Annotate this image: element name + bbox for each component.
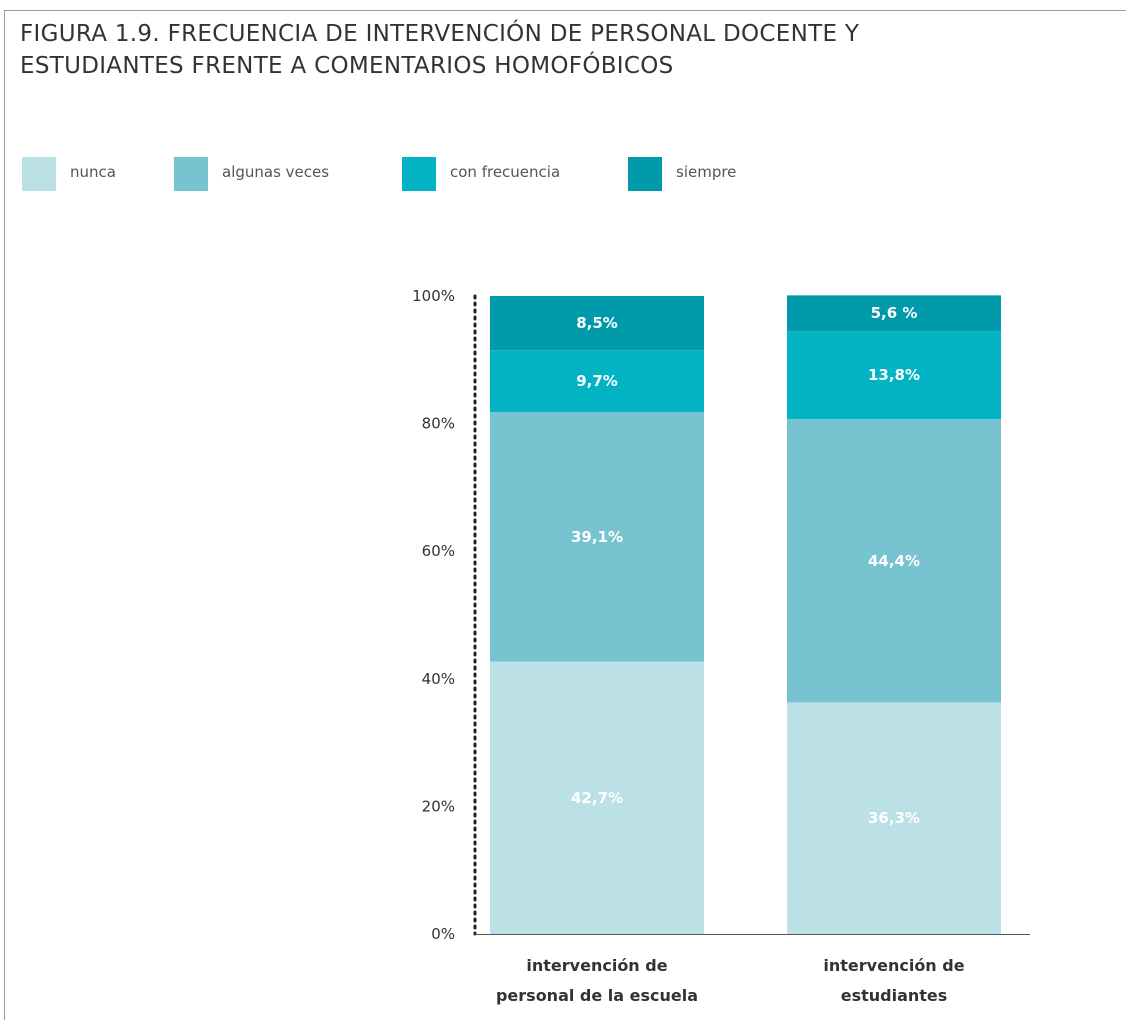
bar-segment-nunca (490, 661, 704, 934)
bar-data-label: 5,6 % (871, 304, 918, 322)
bar-segment-algunas-veces (490, 412, 704, 662)
y-tick-label: 100% (412, 287, 455, 305)
bar-segment-siempre (787, 295, 1001, 332)
y-tick-label: 40% (422, 670, 455, 688)
bar-data-label: 42,7% (571, 789, 623, 807)
bar-segment-algunas-veces (787, 419, 1001, 703)
x-category-label: intervención de (526, 956, 667, 975)
bar-data-label: 13,8% (868, 366, 920, 384)
chart-title-line-2: ESTUDIANTES FRENTE A COMENTARIOS HOMOFÓB… (20, 53, 674, 79)
x-category-label: intervención de (823, 956, 964, 975)
legend-swatch-algunas-veces (174, 157, 208, 191)
bar-data-label: 39,1% (571, 528, 623, 546)
legend-label-nunca: nunca (70, 163, 116, 181)
bar-data-label: 36,3% (868, 809, 920, 827)
figure-frame (4, 10, 1126, 1020)
legend-label-algunas-veces: algunas veces (222, 163, 330, 181)
legend-swatch-nunca (22, 157, 56, 191)
bar-data-label: 44,4% (868, 552, 920, 570)
bar-segment-siempre (490, 296, 704, 351)
legend-label-siempre: siempre (676, 163, 737, 181)
y-tick-label: 0% (431, 925, 455, 943)
y-tick-label: 60% (422, 542, 455, 560)
bar-data-label: 8,5% (576, 314, 618, 332)
chart-title: FIGURA 1.9. FRECUENCIA DE INTERVENCIÓN D… (20, 18, 1020, 82)
bar-data-label: 9,7% (576, 372, 618, 390)
legend-label-con-frecuencia: con frecuencia (450, 163, 561, 181)
bar-segment-con-frecuencia (787, 331, 1001, 420)
chart-title-line-1: FIGURA 1.9. FRECUENCIA DE INTERVENCIÓN D… (20, 21, 860, 47)
x-category-label: personal de la escuela (496, 986, 698, 1005)
y-tick-label: 20% (422, 797, 455, 815)
legend-swatch-con-frecuencia (402, 157, 436, 191)
bar-segment-con-frecuencia (490, 350, 704, 413)
legend-swatch-siempre (628, 157, 662, 191)
bar-segment-nunca (787, 702, 1001, 934)
y-tick-label: 80% (422, 415, 455, 433)
x-category-label: estudiantes (841, 986, 948, 1005)
